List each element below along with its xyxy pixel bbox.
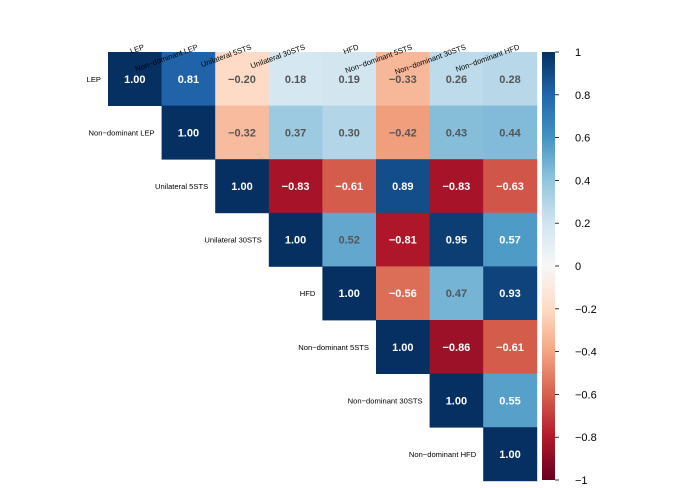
cell-value-label: −0.61 — [496, 342, 524, 354]
colorbar-tick-label: −0.4 — [575, 347, 597, 359]
heatmap-cell-0-2 — [215, 52, 270, 106]
heatmap-cell-5-5 — [376, 320, 430, 374]
cell-value-label: 0.81 — [178, 74, 199, 86]
cell-value-label: 0.93 — [499, 288, 520, 300]
heatmap-cell-3-5 — [376, 212, 430, 267]
heatmap-cell-1-5 — [376, 105, 430, 160]
cell-value-label: 0.30 — [338, 127, 359, 139]
row-label: Non−dominant 5STS — [298, 343, 369, 352]
heatmap-cell-2-2 — [215, 159, 270, 214]
cell-value-label: −0.61 — [335, 181, 363, 193]
cell-value-label: 1.00 — [446, 395, 467, 407]
heatmap-cell-1-2 — [215, 105, 270, 160]
cell-value-label: −0.20 — [228, 74, 256, 86]
colorbar-tick-label: −0.6 — [575, 389, 597, 401]
cell-value-label: 0.43 — [446, 127, 467, 139]
heatmap-cell-1-6 — [429, 105, 484, 160]
heatmap-cell-3-4 — [322, 212, 377, 267]
heatmap-cell-6-7 — [483, 373, 538, 428]
row-label: Unilateral 5STS — [155, 182, 208, 191]
row-label: LEP — [87, 75, 101, 84]
heatmap-cell-4-4 — [322, 266, 377, 321]
heatmap-cell-0-4 — [322, 52, 377, 106]
cell-value-label: −0.86 — [442, 342, 470, 354]
cell-value-label: 0.18 — [285, 74, 306, 86]
colorbar-tick-label: 1 — [575, 47, 581, 59]
cell-value-label: −0.81 — [389, 235, 417, 247]
heatmap-cell-0-7 — [483, 52, 538, 106]
heatmap-cell-3-3 — [268, 212, 323, 267]
row-label: Non−dominant HFD — [409, 450, 477, 459]
heatmap-cell-2-6 — [429, 159, 484, 214]
colorbar-tick-label: 0.6 — [575, 133, 590, 145]
heatmap-cell-1-7 — [483, 105, 538, 160]
cell-value-label: 1.00 — [499, 449, 520, 461]
cell-value-label: 0.57 — [499, 235, 520, 247]
colorbar-tick-label: 0 — [575, 261, 581, 273]
colorbar-tick-label: −1 — [575, 475, 588, 487]
heatmap-cell-0-3 — [268, 52, 323, 106]
cell-value-label: −0.33 — [389, 74, 417, 86]
cell-value-label: −0.83 — [442, 181, 470, 193]
cell-value-label: 0.47 — [446, 288, 467, 300]
heatmap-cell-1-3 — [268, 105, 323, 160]
cell-value-label: 0.28 — [499, 74, 520, 86]
cell-value-label: 0.95 — [446, 235, 467, 247]
cell-value-label: 0.37 — [285, 127, 306, 139]
heatmap-cell-0-6 — [429, 52, 484, 106]
heatmap-cell-0-1 — [161, 52, 216, 106]
heatmap-cell-0-5 — [376, 52, 430, 106]
colorbar-tick-label: −0.8 — [575, 432, 597, 444]
heatmap-cell-1-4 — [322, 105, 377, 160]
cell-value-label: 1.00 — [124, 74, 145, 86]
heatmap-cell-2-5 — [376, 159, 430, 214]
cell-value-label: 0.89 — [392, 181, 413, 193]
cell-value-label: 1.00 — [285, 235, 306, 247]
heatmap-cells: 1.00 0.81 −0.20 0.18 0.19 −0.33 0.26 0.28 1.00 −0… — [108, 52, 538, 482]
heatmap-cell-5-7 — [483, 320, 538, 374]
heatmap-cell-3-6 — [429, 212, 484, 267]
heatmap-cell-1-1 — [161, 105, 216, 160]
row-label: Non−dominant 30STS — [348, 396, 423, 405]
heatmap-cell-4-6 — [429, 266, 484, 321]
row-labels: LEP Non−dominant LEP Unilateral 5STS Unilat… — [87, 75, 477, 459]
cell-value-label: −0.32 — [228, 127, 256, 139]
colorbar: 1 0.8 0.6 0.4 0.2 0 −0.2 −0.4 −0.6 −0.8 −1 — [542, 47, 597, 487]
heatmap-cell-2-4 — [322, 159, 377, 214]
cell-value-label: 0.26 — [446, 74, 467, 86]
row-label: Unilateral 30STS — [204, 236, 261, 245]
cell-value-label: 0.19 — [338, 74, 359, 86]
cell-value-label: 1.00 — [338, 288, 359, 300]
heatmap-cell-0-0 — [108, 52, 162, 106]
colorbar-tick-label: 0.8 — [575, 90, 590, 102]
cell-value-label: 0.52 — [338, 235, 359, 247]
cell-value-label: 1.00 — [178, 127, 199, 139]
colorbar-gradient — [542, 52, 555, 480]
heatmap-cell-5-6 — [429, 320, 484, 374]
cell-value-label: −0.63 — [496, 181, 524, 193]
heatmap-cell-4-5 — [376, 266, 430, 321]
cell-value-label: −0.42 — [389, 127, 417, 139]
heatmap-cell-2-3 — [268, 159, 323, 214]
row-label: Non−dominant LEP — [89, 128, 155, 137]
cell-value-label: −0.56 — [389, 288, 417, 300]
heatmap-cell-2-7 — [483, 159, 538, 214]
colorbar-tick-label: −0.2 — [575, 304, 597, 316]
colorbar-tick-label: 0.2 — [575, 218, 590, 230]
row-label: HFD — [300, 289, 316, 298]
cell-value-label: 1.00 — [392, 342, 413, 354]
cell-value-label: −0.83 — [282, 181, 310, 193]
heatmap-cell-3-7 — [483, 212, 538, 267]
heatmap-cell-4-7 — [483, 266, 538, 321]
heatmap-cell-7-7 — [483, 427, 538, 482]
cell-value-label: 0.55 — [499, 395, 520, 407]
cell-value-label: 1.00 — [231, 181, 252, 193]
cell-value-label: 0.44 — [499, 127, 521, 139]
colorbar-tick-label: 0.4 — [575, 175, 590, 187]
heatmap-cell-6-6 — [429, 373, 484, 428]
